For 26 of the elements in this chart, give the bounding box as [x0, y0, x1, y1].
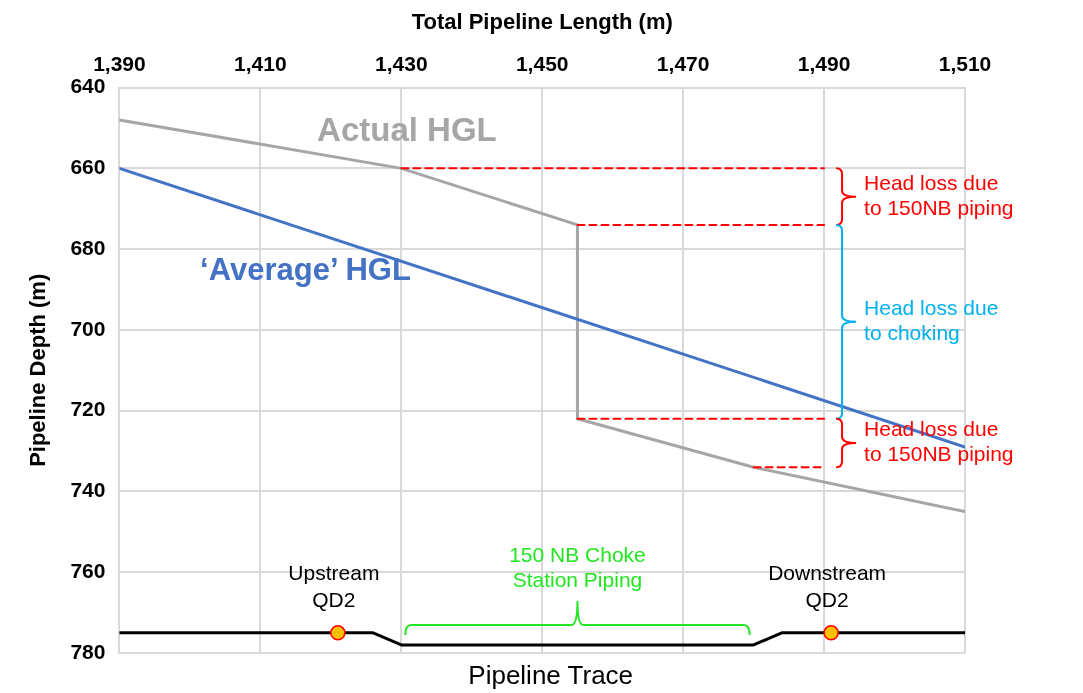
x-tick-label: 1,510 — [938, 51, 992, 75]
annotation: Head loss due to 150NB piping — [864, 417, 1014, 466]
y-tick-label: 740 — [70, 478, 106, 502]
y-axis-title: Pipeline Depth (m) — [25, 273, 51, 467]
x-tick-label: 1,390 — [93, 51, 146, 75]
y-tick-label: 680 — [70, 235, 106, 259]
x-tick-label: 1,470 — [656, 51, 710, 75]
y-tick-label: 780 — [70, 639, 106, 663]
annotation: Head loss due to choking — [864, 296, 999, 345]
x-axis-title: Total Pipeline Length (m) — [411, 9, 673, 35]
series-label: Actual HGL — [317, 111, 497, 149]
annotation: 150 NB Choke Station Piping — [509, 543, 646, 592]
x-tick-label: 1,410 — [234, 51, 287, 75]
y-tick-label: 660 — [70, 155, 106, 179]
annotation: Head loss due to 150NB piping — [864, 170, 1014, 219]
y-tick-label: 760 — [70, 559, 106, 583]
series-label: Pipeline Trace — [468, 660, 634, 691]
y-tick-label: 720 — [70, 397, 106, 421]
annotation: Downstream QD2 — [768, 561, 887, 612]
x-tick-label: 1,430 — [375, 51, 428, 75]
series-label: ‘Average’ HGL — [200, 252, 411, 288]
x-tick-label: 1,450 — [515, 51, 569, 75]
annotation: Upstream QD2 — [288, 561, 380, 612]
y-tick-label: 640 — [70, 74, 106, 98]
x-tick-label: 1,490 — [797, 51, 851, 75]
y-tick-label: 700 — [70, 316, 106, 340]
